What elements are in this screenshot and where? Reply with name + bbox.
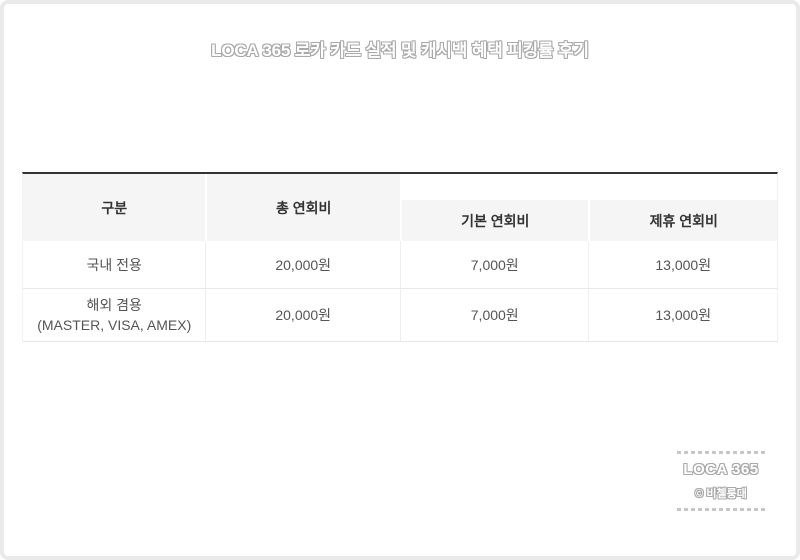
cell-total-fee: 20,000원 bbox=[205, 241, 400, 288]
col-header-total-fee: 총 연회비 bbox=[205, 174, 400, 241]
cell-category: 국내 전용 bbox=[23, 241, 206, 288]
signature-block: LOCA 365 © 비첼룽대 bbox=[674, 451, 768, 511]
cell-partner-fee: 13,000원 bbox=[588, 241, 777, 288]
dashed-divider-bottom bbox=[677, 508, 765, 511]
col-header-category: 구분 bbox=[23, 174, 206, 241]
page-title: LOCA 365 로카 카드 실적 및 캐시백 혜택 피킹률 후기 bbox=[211, 41, 589, 60]
col-header-basic-fee: 기본 연회비 bbox=[399, 200, 589, 241]
header-row-top: 구분 총 연회비 bbox=[23, 174, 777, 241]
header-row-sub: 기본 연회비 제휴 연회비 bbox=[23, 200, 777, 241]
cell-partner-fee: 13,000원 bbox=[588, 288, 777, 341]
brand-name: LOCA 365 bbox=[683, 461, 759, 478]
cell-total-fee: 20,000원 bbox=[205, 288, 400, 341]
fee-table: 구분 총 연회비 기본 연회비 제휴 연회비 국내 전용 20,000원 bbox=[22, 172, 778, 342]
col-header-partner-fee: 제휴 연회비 bbox=[588, 200, 777, 241]
cell-text: 20,000원 bbox=[275, 307, 332, 323]
dashed-divider-top bbox=[677, 451, 765, 454]
header-spacer-cell bbox=[399, 174, 777, 200]
table-row: 국내 전용 20,000원 7,000원 13,000원 bbox=[23, 241, 777, 288]
cell-text: 국내 전용 bbox=[86, 256, 142, 273]
cell-category: 해외 겸용 (MASTER, VISA, AMEX) bbox=[23, 288, 206, 341]
table-row: 해외 겸용 (MASTER, VISA, AMEX) 20,000원 7,000… bbox=[23, 288, 777, 341]
fee-table-wrap: 구분 총 연회비 기본 연회비 제휴 연회비 국내 전용 20,000원 bbox=[22, 172, 778, 342]
cell-subtext: (MASTER, VISA, AMEX) bbox=[37, 317, 192, 333]
cell-text: 7,000원 bbox=[470, 307, 519, 323]
cell-text: 해외 겸용 bbox=[86, 297, 142, 313]
copyright-credit: © 비첼룽대 bbox=[695, 488, 747, 500]
cell-text: 13,000원 bbox=[655, 307, 712, 323]
cell-text: 20,000원 bbox=[275, 256, 332, 273]
cell-text: 7,000원 bbox=[470, 256, 519, 273]
cell-basic-fee: 7,000원 bbox=[399, 288, 589, 341]
cell-basic-fee: 7,000원 bbox=[399, 241, 589, 288]
cell-text: 13,000원 bbox=[655, 256, 712, 273]
